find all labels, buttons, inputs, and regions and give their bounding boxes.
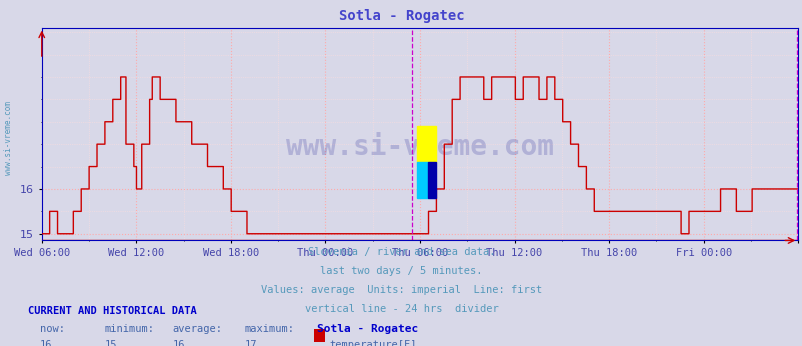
Text: average:: average: <box>172 324 222 334</box>
Text: www.si-vreme.com: www.si-vreme.com <box>286 133 553 161</box>
Text: 17: 17 <box>245 340 257 346</box>
Text: 16: 16 <box>40 340 53 346</box>
Text: CURRENT AND HISTORICAL DATA: CURRENT AND HISTORICAL DATA <box>28 306 196 316</box>
Text: Sotla - Rogatec: Sotla - Rogatec <box>338 9 464 23</box>
Bar <box>427 162 435 198</box>
Text: minimum:: minimum: <box>104 324 154 334</box>
Text: 16: 16 <box>172 340 185 346</box>
Text: Slovenia / river and sea data.: Slovenia / river and sea data. <box>307 247 495 257</box>
Bar <box>416 162 427 198</box>
Bar <box>416 126 435 162</box>
Text: Sotla - Rogatec: Sotla - Rogatec <box>317 324 418 334</box>
Text: now:: now: <box>40 324 65 334</box>
Text: Values: average  Units: imperial  Line: first: Values: average Units: imperial Line: fi… <box>261 285 541 295</box>
Text: vertical line - 24 hrs  divider: vertical line - 24 hrs divider <box>304 304 498 315</box>
Text: www.si-vreme.com: www.si-vreme.com <box>3 101 13 175</box>
Text: temperature[F]: temperature[F] <box>329 340 416 346</box>
Text: last two days / 5 minutes.: last two days / 5 minutes. <box>320 266 482 276</box>
Text: 15: 15 <box>104 340 117 346</box>
Text: maximum:: maximum: <box>245 324 294 334</box>
